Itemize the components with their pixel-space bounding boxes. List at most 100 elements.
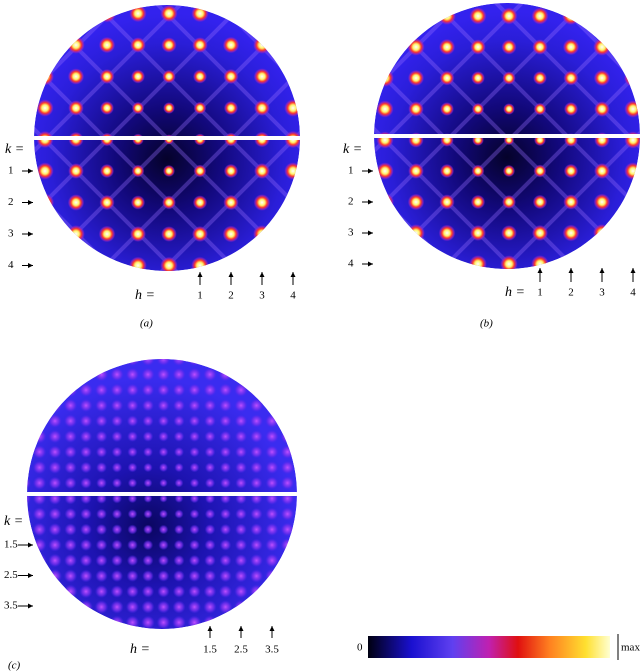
spot [127, 431, 138, 442]
spot [250, 461, 263, 474]
spot [158, 555, 169, 566]
spot [95, 430, 108, 443]
spot [48, 429, 62, 444]
spot [110, 383, 124, 397]
spot [126, 585, 139, 598]
spot [80, 523, 92, 536]
spot [234, 383, 248, 397]
spot [125, 615, 140, 629]
spot [234, 398, 248, 413]
spot [375, 192, 395, 212]
h-arrowhead [238, 626, 244, 631]
pattern [27, 359, 297, 629]
spot [32, 476, 47, 490]
spot [234, 430, 248, 443]
spot [143, 494, 153, 503]
spot [174, 509, 184, 519]
panel-caption: (a) [140, 318, 153, 330]
k-arrowhead [28, 200, 33, 205]
horizon-line [374, 134, 640, 138]
h-arrowhead [259, 272, 265, 277]
h-value: 3.5 [265, 644, 279, 656]
spot [96, 477, 107, 489]
spot [174, 524, 184, 535]
spot [593, 69, 611, 87]
spot [158, 539, 169, 551]
spot [204, 430, 216, 443]
spot [222, 36, 240, 54]
spot [438, 38, 456, 56]
spot [203, 600, 217, 614]
spot [501, 39, 517, 55]
spot [204, 477, 216, 489]
h-label: h = [130, 642, 150, 657]
spot [249, 553, 264, 568]
spot [252, 224, 272, 244]
spot [440, 102, 454, 116]
spot [593, 162, 611, 180]
spot [203, 399, 217, 412]
colorbar-min: 0 [357, 642, 363, 654]
spot [47, 398, 63, 413]
h-value: 3 [259, 290, 265, 302]
spot [280, 429, 295, 444]
spot [130, 37, 146, 53]
spot [48, 522, 62, 537]
spot [593, 193, 611, 211]
spot [250, 445, 263, 459]
k-arrowhead [368, 230, 373, 236]
spot [172, 399, 186, 412]
h-value: 2 [228, 290, 234, 302]
spot [95, 539, 108, 551]
spot [253, 36, 271, 54]
spot [219, 414, 232, 428]
spot [406, 223, 426, 243]
spot [27, 475, 32, 491]
spot [562, 224, 580, 242]
spot [95, 414, 108, 428]
spot [64, 476, 77, 490]
spot [48, 553, 62, 568]
k-value: 3 [348, 227, 354, 239]
spot [142, 431, 154, 442]
spot [189, 446, 200, 458]
spot [250, 507, 263, 521]
spot [375, 68, 395, 88]
h-arrowhead [290, 272, 296, 277]
spot [79, 569, 93, 583]
spot [191, 225, 209, 243]
spot [284, 162, 300, 180]
spot [36, 162, 54, 180]
spot [219, 569, 232, 583]
spot [156, 359, 171, 367]
spot [110, 399, 124, 412]
spot [191, 256, 209, 271]
spot [79, 538, 93, 552]
k-arrowhead [28, 263, 33, 268]
spot [264, 568, 280, 584]
spot [533, 102, 547, 116]
spot [471, 71, 485, 85]
spot [192, 69, 208, 84]
spot [80, 446, 92, 458]
spot [265, 538, 279, 552]
spot [203, 383, 217, 397]
spot [204, 524, 216, 535]
h-value: 4 [630, 287, 636, 299]
k-arrowhead [28, 542, 33, 548]
spot [126, 399, 139, 412]
k-arrowhead [368, 261, 373, 267]
spot [219, 461, 232, 474]
spot [249, 569, 264, 583]
spot [563, 194, 579, 210]
spot [48, 445, 62, 459]
spot [48, 507, 62, 521]
spot [64, 430, 77, 443]
spot [439, 70, 455, 86]
spot [173, 570, 185, 582]
spot [470, 194, 486, 210]
k-value: 4 [348, 258, 354, 270]
spot [67, 225, 85, 243]
spot [218, 584, 233, 599]
k-value: 2 [348, 196, 354, 208]
